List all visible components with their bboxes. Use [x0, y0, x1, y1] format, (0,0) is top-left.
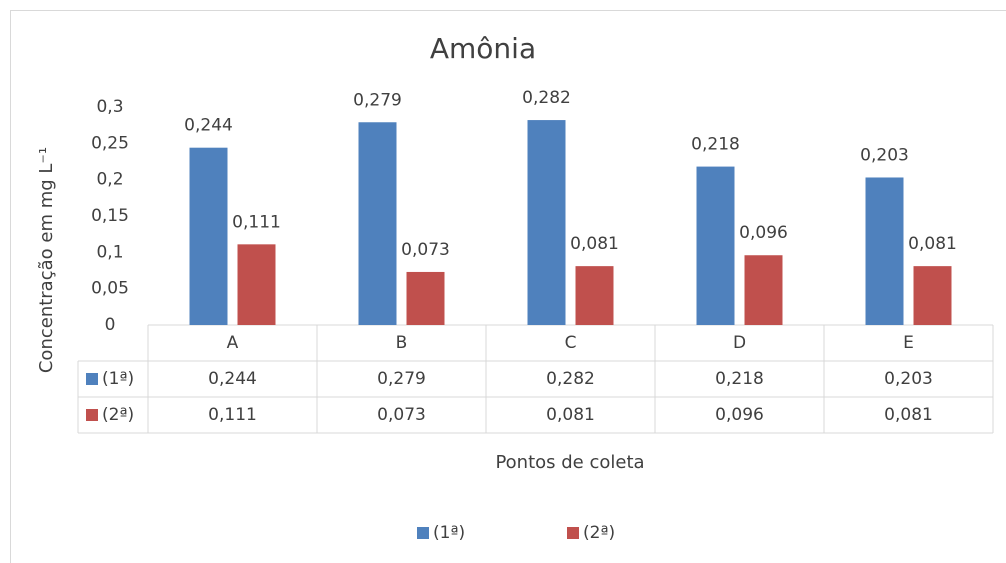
bar	[865, 177, 904, 325]
value-label: 0,111	[232, 212, 281, 232]
table-cell: 0,203	[884, 369, 933, 389]
value-label: 0,096	[739, 223, 788, 243]
x-tick-label: A	[227, 333, 239, 353]
bar	[237, 244, 276, 325]
table-legend-key	[86, 409, 98, 421]
x-axis-label: Pontos de coleta	[495, 452, 644, 473]
table-series-name: (2ª)	[102, 405, 134, 425]
table-cell: 0,244	[208, 369, 257, 389]
y-tick-label: 0	[105, 315, 116, 335]
y-tick-label: 0,05	[91, 279, 129, 299]
table-series-name: (1ª)	[102, 369, 134, 389]
table-cell: 0,218	[715, 369, 764, 389]
y-tick-label: 0,25	[91, 133, 129, 153]
value-label: 0,279	[353, 90, 402, 110]
value-label: 0,218	[691, 135, 740, 155]
y-tick-label: 0,1	[96, 242, 123, 262]
y-axis-label: Concentração em mg L⁻¹	[36, 147, 57, 373]
value-label: 0,282	[522, 88, 571, 108]
bar	[406, 271, 445, 325]
x-tick-label: B	[396, 333, 408, 353]
table-cell: 0,081	[546, 405, 595, 425]
table-cell: 0,282	[546, 369, 595, 389]
bar	[575, 266, 614, 325]
legend-label: (2ª)	[583, 523, 615, 543]
value-label: 0,244	[184, 116, 233, 136]
x-tick-label: C	[565, 333, 577, 353]
bar	[696, 166, 735, 325]
value-label: 0,203	[860, 145, 909, 165]
bar	[913, 266, 952, 325]
x-tick-label: E	[903, 333, 914, 353]
table-legend-key	[86, 373, 98, 385]
chart-title: Amônia	[430, 32, 536, 65]
bar	[527, 120, 566, 325]
chart-border	[10, 10, 1006, 563]
bar	[358, 122, 397, 325]
x-tick-label: D	[733, 333, 746, 353]
legend-label: (1ª)	[433, 523, 465, 543]
bar	[744, 255, 783, 325]
y-tick-label: 0,3	[96, 97, 123, 117]
legend-key	[417, 527, 429, 539]
y-tick-label: 0,15	[91, 206, 129, 226]
table-cell: 0,081	[884, 405, 933, 425]
table-cell: 0,279	[377, 369, 426, 389]
legend-key	[567, 527, 579, 539]
value-label: 0,081	[908, 234, 957, 254]
table-cell: 0,073	[377, 405, 426, 425]
y-tick-label: 0,2	[96, 170, 123, 190]
table-cell: 0,096	[715, 405, 764, 425]
value-label: 0,073	[401, 240, 450, 260]
value-label: 0,081	[570, 234, 619, 254]
table-cell: 0,111	[208, 405, 257, 425]
bar	[189, 147, 228, 325]
